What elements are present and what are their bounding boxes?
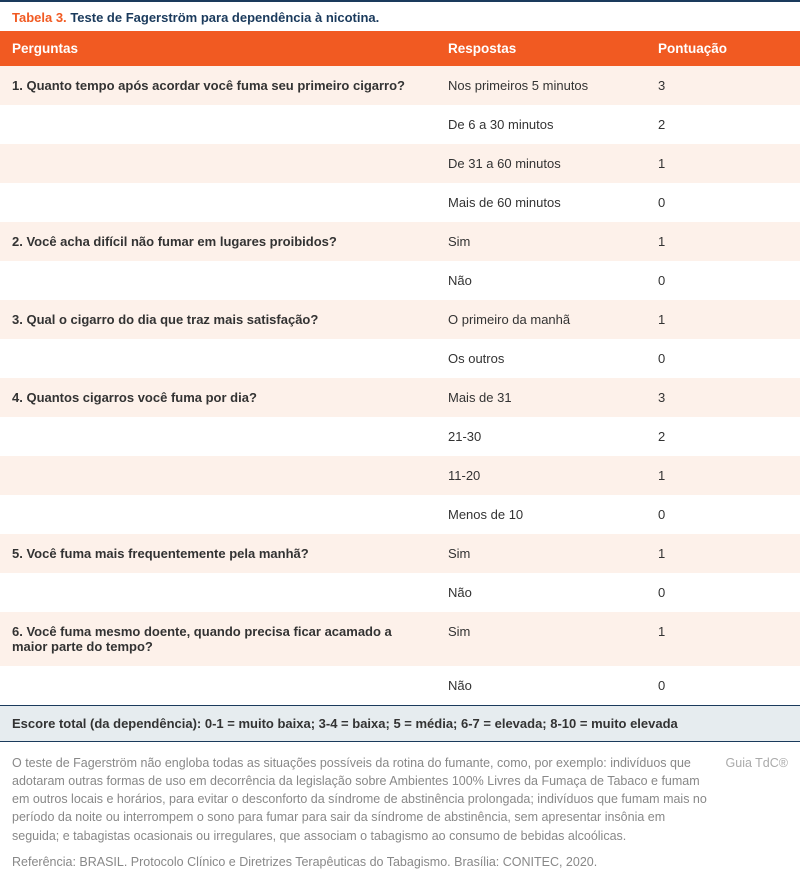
cell-score: 2 bbox=[650, 105, 800, 144]
cell-answer: Sim bbox=[440, 222, 650, 261]
cell-question bbox=[0, 261, 440, 300]
cell-answer: Menos de 10 bbox=[440, 495, 650, 534]
cell-question bbox=[0, 417, 440, 456]
table-row: Os outros0 bbox=[0, 339, 800, 378]
table-header: Perguntas Respostas Pontuação bbox=[0, 31, 800, 66]
cell-score: 3 bbox=[650, 66, 800, 105]
cell-score: 3 bbox=[650, 378, 800, 417]
title-label: Tabela 3. bbox=[12, 10, 67, 25]
table-row: 5. Você fuma mais frequentemente pela ma… bbox=[0, 534, 800, 573]
table-row: 6. Você fuma mesmo doente, quando precis… bbox=[0, 612, 800, 666]
table-container: Tabela 3. Teste de Fagerström para depen… bbox=[0, 0, 800, 883]
cell-score: 0 bbox=[650, 339, 800, 378]
cell-question: 3. Qual o cigarro do dia que traz mais s… bbox=[0, 300, 440, 339]
table-title: Tabela 3. Teste de Fagerström para depen… bbox=[0, 0, 800, 31]
cell-question bbox=[0, 666, 440, 705]
cell-score: 1 bbox=[650, 222, 800, 261]
cell-question: 2. Você acha difícil não fumar em lugare… bbox=[0, 222, 440, 261]
cell-answer: 11-20 bbox=[440, 456, 650, 495]
cell-answer: O primeiro da manhã bbox=[440, 300, 650, 339]
cell-question bbox=[0, 339, 440, 378]
table-row: 4. Quantos cigarros você fuma por dia?Ma… bbox=[0, 378, 800, 417]
cell-score: 0 bbox=[650, 183, 800, 222]
cell-question bbox=[0, 183, 440, 222]
footer-note: O teste de Fagerström não engloba todas … bbox=[12, 754, 726, 845]
cell-score: 1 bbox=[650, 456, 800, 495]
cell-question: 5. Você fuma mais frequentemente pela ma… bbox=[0, 534, 440, 573]
cell-score: 1 bbox=[650, 534, 800, 573]
cell-question: 6. Você fuma mesmo doente, quando precis… bbox=[0, 612, 440, 666]
table-body: 1. Quanto tempo após acordar você fuma s… bbox=[0, 66, 800, 705]
title-text: Teste de Fagerström para dependência à n… bbox=[70, 10, 379, 25]
cell-answer: Sim bbox=[440, 612, 650, 666]
table-row: 1. Quanto tempo após acordar você fuma s… bbox=[0, 66, 800, 105]
cell-answer: De 6 a 30 minutos bbox=[440, 105, 650, 144]
cell-question bbox=[0, 105, 440, 144]
table-row: De 31 a 60 minutos1 bbox=[0, 144, 800, 183]
cell-score: 0 bbox=[650, 261, 800, 300]
cell-score: 2 bbox=[650, 417, 800, 456]
cell-answer: Mais de 60 minutos bbox=[440, 183, 650, 222]
cell-score: 0 bbox=[650, 495, 800, 534]
header-score: Pontuação bbox=[650, 31, 800, 66]
cell-question: 4. Quantos cigarros você fuma por dia? bbox=[0, 378, 440, 417]
cell-score: 1 bbox=[650, 144, 800, 183]
cell-question bbox=[0, 456, 440, 495]
cell-score: 1 bbox=[650, 300, 800, 339]
cell-answer: Não bbox=[440, 261, 650, 300]
cell-answer: Não bbox=[440, 666, 650, 705]
cell-answer: Sim bbox=[440, 534, 650, 573]
cell-score: 1 bbox=[650, 612, 800, 666]
table-row: Não0 bbox=[0, 261, 800, 300]
cell-answer: Os outros bbox=[440, 339, 650, 378]
cell-answer: Mais de 31 bbox=[440, 378, 650, 417]
reference-text: Referência: BRASIL. Protocolo Clínico e … bbox=[0, 855, 800, 883]
brand-label: Guia TdC® bbox=[726, 754, 788, 845]
cell-answer: Nos primeiros 5 minutos bbox=[440, 66, 650, 105]
cell-answer: De 31 a 60 minutos bbox=[440, 144, 650, 183]
cell-question bbox=[0, 144, 440, 183]
table-row: Não0 bbox=[0, 666, 800, 705]
table-row: Não0 bbox=[0, 573, 800, 612]
footer: O teste de Fagerström não engloba todas … bbox=[0, 742, 800, 855]
table-row: Mais de 60 minutos0 bbox=[0, 183, 800, 222]
table-row: 11-201 bbox=[0, 456, 800, 495]
cell-answer: Não bbox=[440, 573, 650, 612]
cell-question bbox=[0, 495, 440, 534]
table-row: De 6 a 30 minutos2 bbox=[0, 105, 800, 144]
header-answers: Respostas bbox=[440, 31, 650, 66]
table-row: 21-302 bbox=[0, 417, 800, 456]
cell-question: 1. Quanto tempo após acordar você fuma s… bbox=[0, 66, 440, 105]
cell-score: 0 bbox=[650, 573, 800, 612]
score-summary: Escore total (da dependência): 0-1 = mui… bbox=[0, 705, 800, 742]
cell-answer: 21-30 bbox=[440, 417, 650, 456]
header-questions: Perguntas bbox=[0, 31, 440, 66]
table-row: 2. Você acha difícil não fumar em lugare… bbox=[0, 222, 800, 261]
cell-score: 0 bbox=[650, 666, 800, 705]
cell-question bbox=[0, 573, 440, 612]
table-row: 3. Qual o cigarro do dia que traz mais s… bbox=[0, 300, 800, 339]
table-row: Menos de 100 bbox=[0, 495, 800, 534]
